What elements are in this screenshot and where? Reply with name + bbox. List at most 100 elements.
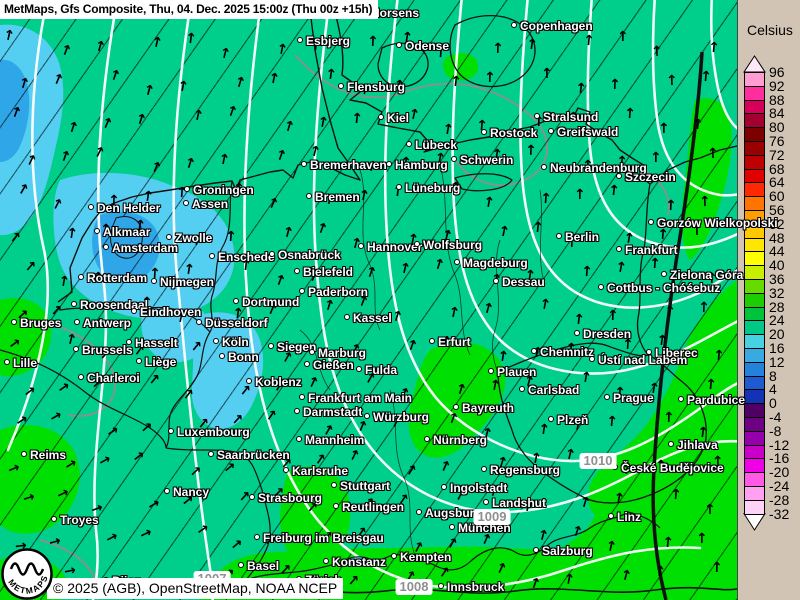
temperature-scale-panel: Celsius 96 92 88 84 80 76 72 68 64 60 56 52 48 44 40 36… xyxy=(737,0,800,600)
city-marker-icon xyxy=(183,200,189,206)
scale-tick-label: 72 xyxy=(769,146,785,163)
scale-tick-label: 20 xyxy=(769,326,785,343)
scale-tick-label: 52 xyxy=(769,215,785,232)
city-label: Erfurt xyxy=(429,336,471,348)
city-label: Szczecin xyxy=(616,171,676,183)
city-label: Esbjerg xyxy=(297,35,350,47)
scale-color-cell xyxy=(744,375,765,391)
city-label: Düsseldorf xyxy=(196,317,268,329)
city-marker-icon xyxy=(166,234,172,240)
city-marker-icon xyxy=(488,368,494,374)
city-marker-icon xyxy=(438,583,444,589)
city-label: Fulda xyxy=(356,364,397,376)
scale-color-cell xyxy=(744,279,765,294)
scale-tick-label: 64 xyxy=(769,174,785,191)
city-label: Brussels xyxy=(73,344,133,356)
city-label: Basel xyxy=(238,560,279,572)
city-marker-icon xyxy=(213,338,219,344)
scale-color-cell xyxy=(744,113,765,129)
city-label: Assen xyxy=(183,198,228,210)
city-label: Luxembourg xyxy=(168,426,250,438)
city-label: Osnabrück xyxy=(269,249,341,261)
city-label: Magdeburg xyxy=(454,257,528,269)
city-marker-icon xyxy=(429,338,435,344)
scale-color-cell xyxy=(744,458,765,474)
city-marker-icon xyxy=(296,436,302,442)
city-marker-icon xyxy=(414,241,420,247)
city-label: Koblenz xyxy=(246,376,302,388)
city-label: Bremerhaven xyxy=(301,159,387,171)
scale-color-cell xyxy=(744,389,765,405)
city-marker-icon xyxy=(209,253,215,259)
city-marker-icon xyxy=(168,428,174,434)
city-marker-icon xyxy=(493,278,499,284)
copyright-bar: © 2025 (AGB), OpenStreetMap, NOAA NCEP xyxy=(47,578,344,599)
scale-tick-label: 32 xyxy=(769,284,785,301)
city-label: Dessau xyxy=(493,276,545,288)
city-marker-icon xyxy=(616,246,622,252)
scale-top-arrow-icon xyxy=(743,55,766,73)
city-marker-icon xyxy=(548,128,554,134)
city-label: Innsbruck xyxy=(438,581,504,593)
city-label: Berlin xyxy=(556,231,599,243)
city-marker-icon xyxy=(21,451,27,457)
city-label: Zielona Góra xyxy=(661,269,743,281)
city-marker-icon xyxy=(358,243,364,249)
city-label: Stuttgart xyxy=(331,480,390,492)
scale-color-cell xyxy=(744,154,765,170)
scale-color-cell xyxy=(744,361,765,377)
city-label: Enschede xyxy=(209,251,275,263)
city-label: Gießen xyxy=(304,359,354,371)
city-label: Lübeck xyxy=(406,139,457,151)
city-label: Odense xyxy=(396,40,449,52)
city-marker-icon xyxy=(616,173,622,179)
scale-color-cell xyxy=(744,444,765,460)
city-marker-icon xyxy=(208,451,214,457)
city-label: Schwerin xyxy=(451,154,513,166)
city-label: Saarbrücken xyxy=(208,449,290,461)
city-label: Lille xyxy=(4,357,37,369)
city-label: Groningen xyxy=(184,184,254,196)
scale-color-cell xyxy=(744,472,765,487)
metmaps-logo[interactable]: METMAPS xyxy=(0,547,55,600)
city-label: Kiel xyxy=(378,112,409,124)
scale-tick-label: -20 xyxy=(769,464,790,481)
scale-tick-label: 12 xyxy=(769,353,785,370)
city-marker-icon xyxy=(299,394,305,400)
city-label: Stralsund xyxy=(534,111,598,123)
scale-unit-label: Celsius xyxy=(747,22,793,38)
scale-tick-label: 60 xyxy=(769,188,785,205)
city-label: Bayreuth xyxy=(453,402,514,414)
city-marker-icon xyxy=(589,356,595,362)
city-marker-icon xyxy=(184,186,190,192)
city-label: Paderborn xyxy=(299,286,368,298)
city-marker-icon xyxy=(238,562,244,568)
scale-color-cell xyxy=(744,334,765,349)
city-marker-icon xyxy=(219,353,225,359)
scale-tick-label: 24 xyxy=(769,312,785,329)
scale-tick-label: 48 xyxy=(769,229,785,246)
city-marker-icon xyxy=(164,488,170,494)
city-marker-icon xyxy=(309,349,315,355)
city-label: Eindhoven xyxy=(131,306,201,318)
city-marker-icon xyxy=(548,416,554,422)
city-label: Nijmegen xyxy=(151,276,214,288)
city-marker-icon xyxy=(648,219,654,225)
scale-tick-label: -12 xyxy=(769,436,790,453)
scale-color-cell xyxy=(744,320,765,336)
scale-tick-label: -24 xyxy=(769,478,790,494)
scale-color-cell xyxy=(744,486,765,501)
city-label: Flensburg xyxy=(338,81,405,93)
scale-tick-label: 56 xyxy=(769,202,785,218)
city-marker-icon xyxy=(424,436,430,442)
city-marker-icon xyxy=(246,378,252,384)
scale-tick-label: -32 xyxy=(769,505,790,522)
city-label: Prague xyxy=(604,392,654,404)
scale-color-cell xyxy=(744,417,765,432)
scale-color-cell xyxy=(744,348,765,363)
city-marker-icon xyxy=(416,509,422,515)
scale-bottom-arrow-icon xyxy=(743,513,766,531)
city-label: Bielefeld xyxy=(294,266,353,278)
city-label: Lüneburg xyxy=(396,182,460,194)
scale-color-cell xyxy=(744,99,765,115)
